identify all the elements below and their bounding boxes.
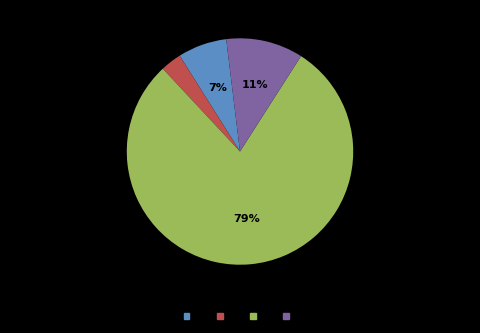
Wedge shape (180, 39, 240, 152)
Text: 3%: 3% (0, 332, 1, 333)
Wedge shape (226, 38, 301, 152)
Wedge shape (127, 56, 353, 265)
Wedge shape (163, 56, 240, 152)
Text: 11%: 11% (242, 80, 268, 90)
Text: 7%: 7% (208, 83, 227, 93)
Text: 79%: 79% (233, 214, 260, 224)
Legend: , , , : , , , (180, 307, 300, 325)
